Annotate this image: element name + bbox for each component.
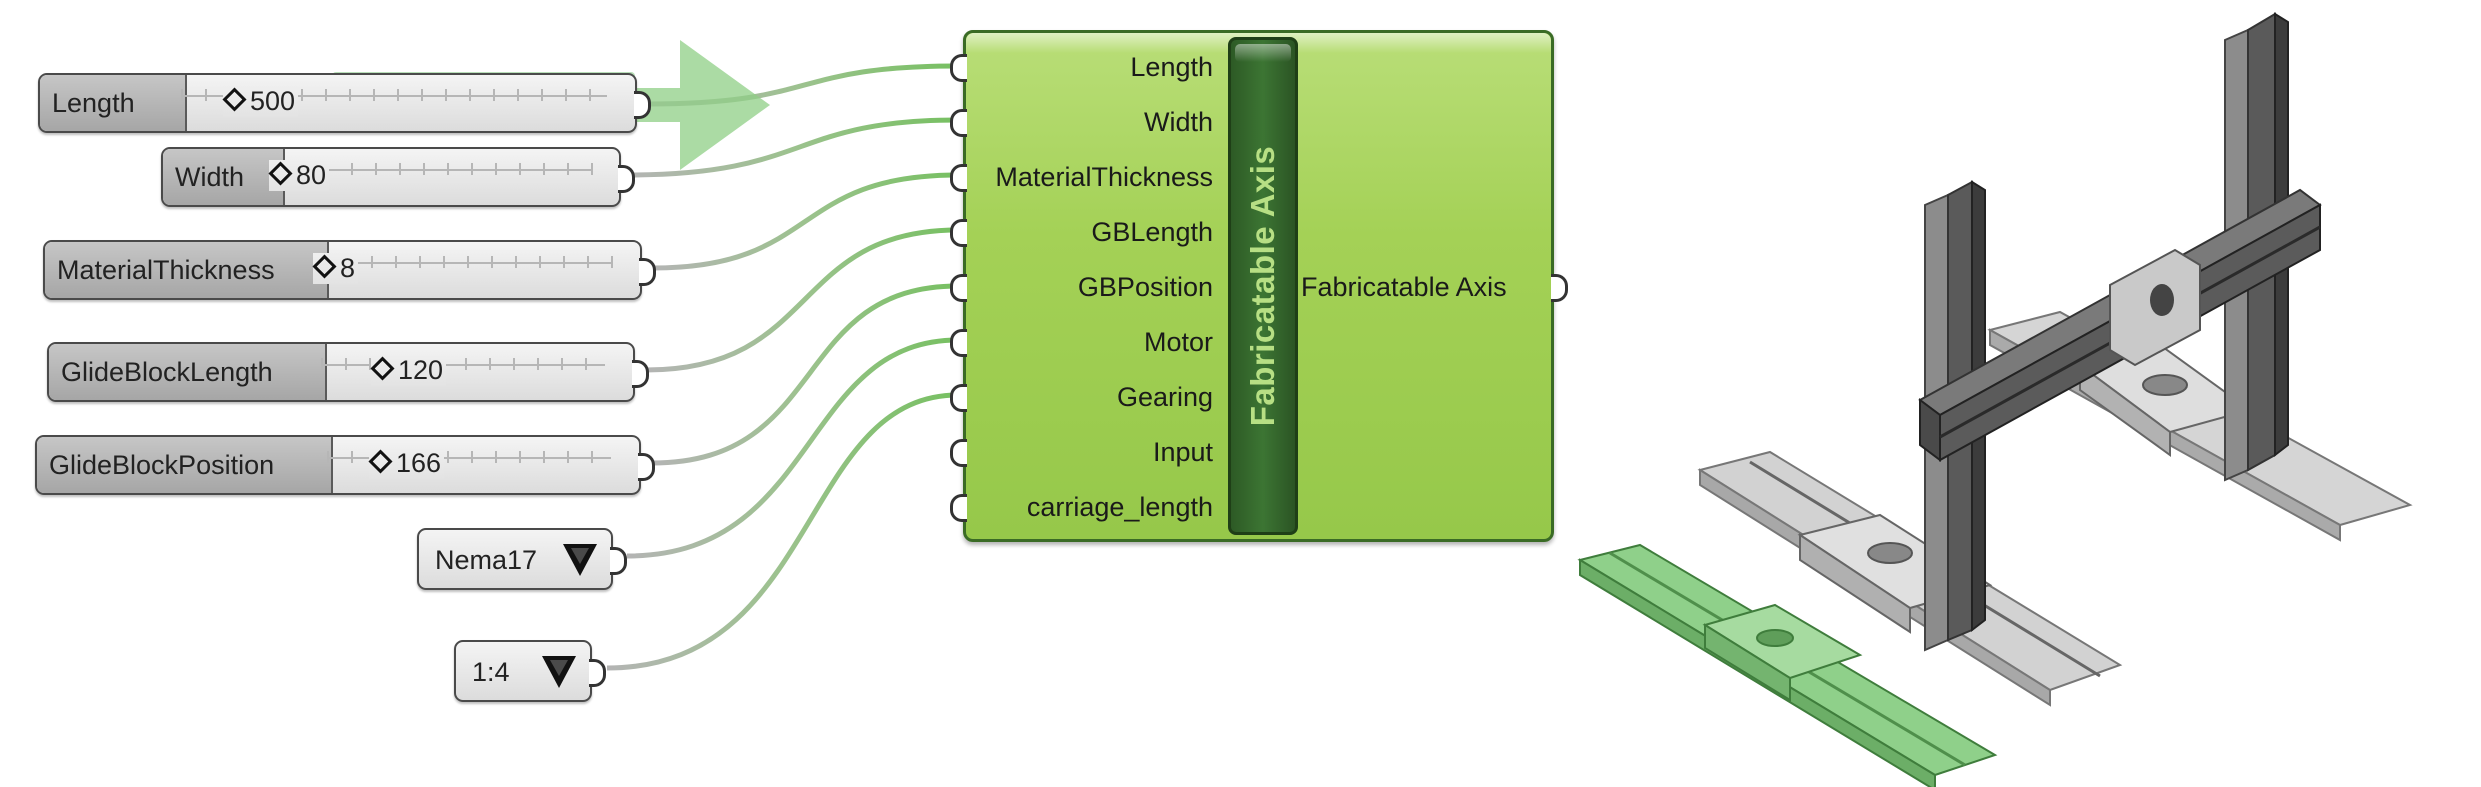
wire-gblength <box>645 227 959 373</box>
output-grip-icon[interactable] <box>632 360 649 388</box>
slider-rail <box>323 262 612 264</box>
value-list-text: Nema17 <box>435 545 538 575</box>
slider-length[interactable]: Length 500 <box>38 73 651 133</box>
slider-material-thickness[interactable]: MaterialThickness 8 <box>43 240 656 300</box>
output-grip-icon[interactable] <box>1551 274 1568 302</box>
output-param-fabricatable-axis[interactable]: Fabricatable Axis <box>1301 272 1507 302</box>
slider-rail <box>321 364 605 366</box>
input-param-carriage-length[interactable]: carriage_length <box>1026 492 1213 522</box>
diamond-icon <box>222 87 247 112</box>
input-grip-icon[interactable] <box>950 274 967 302</box>
input-param-motor[interactable]: Motor <box>1143 327 1213 357</box>
input-param-gb-length[interactable]: GBLength <box>1091 217 1213 247</box>
input-grip-icon[interactable] <box>950 439 967 467</box>
slider-label: GlideBlockLength <box>49 344 327 400</box>
slider-glide-block-position[interactable]: GlideBlockPosition 166 <box>35 435 655 495</box>
slider-rail <box>279 169 591 171</box>
input-param-width[interactable]: Width <box>1143 107 1213 137</box>
slider-label: Length <box>40 75 187 131</box>
input-param-material-thickness[interactable]: MaterialThickness <box>995 162 1213 192</box>
wire-width <box>627 117 959 178</box>
fabricatable-axis-component[interactable]: Length Width MaterialThickness GBLength … <box>950 30 1568 542</box>
triangle-down-icon[interactable] <box>563 544 597 576</box>
wire-thickness <box>652 172 959 271</box>
input-grip-icon[interactable] <box>950 54 967 82</box>
diamond-icon <box>268 161 293 186</box>
output-grip-icon[interactable] <box>638 453 655 481</box>
input-grip-icon[interactable] <box>950 164 967 192</box>
slider-track[interactable]: 80 <box>261 149 609 205</box>
value-list-text: 1:4 <box>472 657 510 687</box>
input-param-gearing[interactable]: Gearing <box>1116 382 1213 412</box>
input-param-gb-position[interactable]: GBPosition <box>1077 272 1213 302</box>
output-grip-icon[interactable] <box>639 258 656 286</box>
value-list-gearing[interactable]: 1:4 <box>454 640 606 702</box>
slider-value-text: 120 <box>398 355 444 385</box>
value-list-motor[interactable]: Nema17 <box>417 528 627 590</box>
diamond-icon <box>370 356 395 381</box>
input-param-input[interactable]: Input <box>1152 437 1213 467</box>
diamond-icon <box>312 254 337 279</box>
output-grip-icon[interactable] <box>634 91 651 119</box>
output-grip-icon[interactable] <box>610 547 627 575</box>
slider-tick <box>591 163 593 175</box>
fabricatable-axis-3d-render <box>1577 12 2413 787</box>
input-grip-icon[interactable] <box>950 329 967 357</box>
slider-value-text: 500 <box>250 86 296 116</box>
slider-track[interactable]: 500 <box>163 75 625 131</box>
slider-track[interactable]: 120 <box>303 344 623 400</box>
slider-value-text: 166 <box>396 448 442 478</box>
slider-rail <box>181 95 607 97</box>
diamond-icon <box>368 449 393 474</box>
slider-label: MaterialThickness <box>45 242 329 298</box>
output-grip-icon[interactable] <box>589 659 606 687</box>
triangle-down-icon[interactable] <box>542 656 576 688</box>
input-grip-icon[interactable] <box>950 109 967 137</box>
title-gloss <box>1235 44 1291 62</box>
component-title: Fabricatable Axis <box>1244 145 1281 427</box>
slider-value-text: 80 <box>296 160 327 190</box>
slider-track[interactable]: 166 <box>309 437 629 493</box>
slider-value[interactable]: 8 <box>312 253 359 284</box>
slider-label: GlideBlockPosition <box>37 437 333 493</box>
slider-value[interactable]: 120 <box>370 355 447 386</box>
slider-value-text: 8 <box>340 253 356 283</box>
input-grip-icon[interactable] <box>950 219 967 247</box>
slider-value[interactable]: 80 <box>268 160 330 191</box>
slider-value[interactable]: 500 <box>222 86 299 117</box>
wire-motor <box>626 337 959 559</box>
wire-gbposition <box>651 283 959 466</box>
slider-track[interactable]: 8 <box>305 242 630 298</box>
slider-rail <box>327 457 611 459</box>
input-grip-icon[interactable] <box>950 384 967 412</box>
input-grip-icon[interactable] <box>950 494 967 522</box>
slider-glide-block-length[interactable]: GlideBlockLength 120 <box>47 342 649 402</box>
slider-tick <box>611 256 613 268</box>
slider-value[interactable]: 166 <box>368 448 445 479</box>
component-title-bar[interactable]: Fabricatable Axis <box>1228 37 1298 535</box>
input-param-length[interactable]: Length <box>1130 52 1213 82</box>
wire-gearing <box>606 392 959 671</box>
slider-width[interactable]: Width 80 <box>161 147 635 207</box>
output-grip-icon[interactable] <box>618 165 635 193</box>
